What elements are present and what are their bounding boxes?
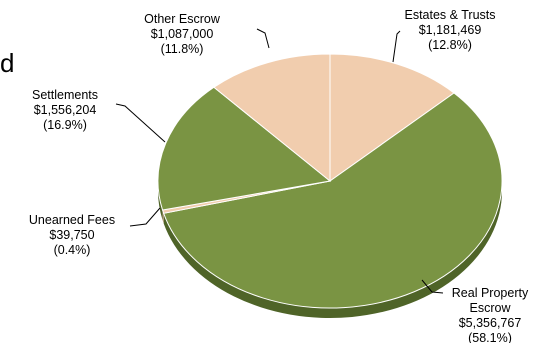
label-real-property-name-line2: Escrow: [470, 301, 512, 315]
label-unearned-fees-value: $39,750: [49, 228, 94, 242]
label-settlements-name: Settlements: [32, 88, 98, 102]
label-other-escrow-name: Other Escrow: [144, 12, 221, 26]
label-estates-trusts-value: $1,181,469: [419, 23, 482, 37]
leader-estates-trusts: [392, 30, 401, 63]
label-other-escrow-value: $1,087,000: [151, 27, 214, 41]
slice-other-escrow: [213, 53, 331, 183]
slice-real-property-escrow: [162, 92, 503, 309]
slice-settlements: [157, 86, 332, 211]
leader-settlements: [115, 103, 166, 143]
label-other-escrow-percent: (11.8%): [161, 42, 204, 56]
leader-other-escrow: [256, 28, 270, 49]
slice-estates-trusts: [329, 53, 455, 182]
label-unearned-fees-percent: (0.4%): [54, 243, 91, 257]
label-estates-trusts-name: Estates & Trusts: [404, 8, 495, 22]
slice-side-settlements: [158, 181, 163, 220]
leader-real-property: [421, 279, 444, 294]
label-real-property-value: $5,356,767: [459, 316, 522, 330]
leader-unearned-fees: [129, 207, 161, 227]
label-settlements-value: $1,556,204: [34, 103, 97, 117]
cropped-heading-fragment: d: [0, 48, 14, 78]
label-settlements-percent: (16.9%): [43, 118, 87, 132]
label-estates-trusts-percent: (12.8%): [428, 38, 472, 52]
label-unearned-fees-name: Unearned Fees: [29, 213, 115, 227]
label-real-property-name-line1: Real Property: [452, 286, 529, 300]
label-real-property-percent: (58.1%): [468, 331, 512, 343]
